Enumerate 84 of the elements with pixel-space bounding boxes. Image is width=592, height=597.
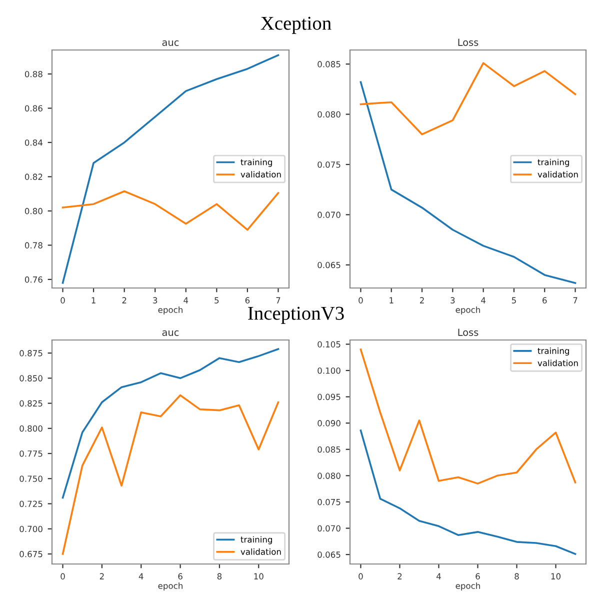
- y-tick-label: 0.075: [318, 161, 340, 168]
- x-tick-label: 6: [178, 573, 182, 580]
- line-series: [62, 394, 280, 555]
- x-axis-title: epoch: [158, 582, 182, 591]
- x-tick-label: 3: [450, 297, 455, 304]
- y-tick-label: 0.085: [318, 61, 340, 68]
- line-series: [360, 348, 576, 484]
- line-series: [62, 348, 280, 499]
- y-tick-label: 0.100: [318, 367, 340, 374]
- x-tick-label: 2: [122, 297, 126, 304]
- x-tick-label: 4: [184, 297, 188, 304]
- x-tick-label: 2: [420, 297, 424, 304]
- x-tick-label: 4: [481, 297, 486, 304]
- chart-title: Loss: [458, 328, 478, 336]
- y-tick-label: 0.105: [318, 341, 340, 348]
- line-series: [360, 81, 576, 284]
- x-tick-label: 10: [254, 573, 264, 580]
- x-tick-label: 5: [512, 297, 516, 304]
- legend-label: validation: [538, 360, 578, 366]
- y-tick-label: 0.850: [20, 375, 42, 382]
- x-tick-label: 1: [390, 297, 394, 304]
- y-tick-label: 0.065: [318, 552, 340, 558]
- y-tick-label: 0.070: [318, 525, 340, 532]
- chart-title: Loss: [458, 38, 478, 46]
- y-tick-label: 0.80: [24, 208, 42, 214]
- x-axis-title: epoch: [158, 306, 182, 315]
- y-tick-label: 0.095: [318, 394, 340, 400]
- y-tick-label: 0.700: [20, 526, 42, 532]
- y-tick-label: 0.090: [318, 420, 340, 426]
- x-tick-label: 8: [217, 573, 222, 580]
- x-axis-title: epoch: [456, 306, 480, 315]
- x-tick-label: 2: [100, 573, 104, 580]
- y-tick-label: 0.075: [318, 498, 340, 506]
- line-series: [360, 62, 576, 136]
- x-tick-label: 6: [542, 297, 547, 304]
- y-tick-label: 0.065: [318, 262, 340, 268]
- y-tick-label: 0.725: [20, 500, 42, 508]
- y-tick-label: 0.825: [20, 400, 42, 407]
- y-tick-label: 0.775: [20, 450, 42, 457]
- x-tick-label: 10: [551, 573, 561, 580]
- legend-label: validation: [538, 171, 578, 178]
- y-tick-label: 0.82: [24, 174, 42, 180]
- chart-title: auc: [162, 40, 179, 46]
- y-tick-label: 0.78: [24, 242, 42, 248]
- y-tick-label: 0.875: [20, 350, 42, 356]
- x-tick-label: 6: [245, 297, 250, 304]
- x-axis-title: epoch: [456, 582, 480, 591]
- x-tick-label: 3: [153, 297, 158, 304]
- y-tick-label: 0.84: [24, 139, 43, 146]
- y-tick-label: 0.080: [318, 111, 340, 118]
- x-tick-label: 7: [573, 297, 578, 304]
- legend-label: training: [538, 348, 569, 356]
- x-tick-label: 0: [358, 573, 363, 580]
- x-tick-label: 0: [60, 573, 65, 580]
- x-tick-label: 0: [60, 297, 65, 304]
- x-tick-label: 6: [476, 573, 480, 580]
- y-tick-label: 0.88: [24, 70, 42, 78]
- legend-label: training: [240, 536, 272, 544]
- x-tick-label: 8: [514, 573, 519, 580]
- y-tick-label: 0.800: [20, 425, 42, 432]
- legend-label: training: [538, 158, 569, 167]
- x-tick-label: 5: [214, 297, 219, 304]
- y-tick-label: 0.750: [20, 476, 42, 482]
- x-tick-label: 0: [358, 297, 363, 304]
- x-tick-label: 1: [92, 297, 96, 304]
- line-series: [62, 54, 280, 284]
- y-tick-label: 0.080: [318, 472, 340, 479]
- x-tick-label: 2: [398, 573, 402, 580]
- text: Xception: [260, 16, 332, 34]
- line-series: [62, 190, 280, 231]
- x-tick-label: 7: [276, 297, 280, 304]
- line-series: [360, 430, 576, 555]
- y-tick-label: 0.86: [24, 105, 42, 112]
- legend-label: validation: [240, 548, 281, 555]
- legend-label: training: [240, 158, 272, 167]
- x-tick-label: 4: [436, 573, 441, 580]
- x-tick-label: 4: [138, 573, 144, 580]
- text: InceptionV3: [248, 306, 344, 324]
- y-tick-label: 0.675: [20, 550, 42, 558]
- legend-label: validation: [240, 171, 281, 178]
- y-tick-label: 0.085: [318, 446, 340, 453]
- y-tick-label: 0.76: [24, 276, 42, 283]
- y-tick-label: 0.070: [318, 212, 340, 218]
- chart-title: auc: [162, 330, 179, 336]
